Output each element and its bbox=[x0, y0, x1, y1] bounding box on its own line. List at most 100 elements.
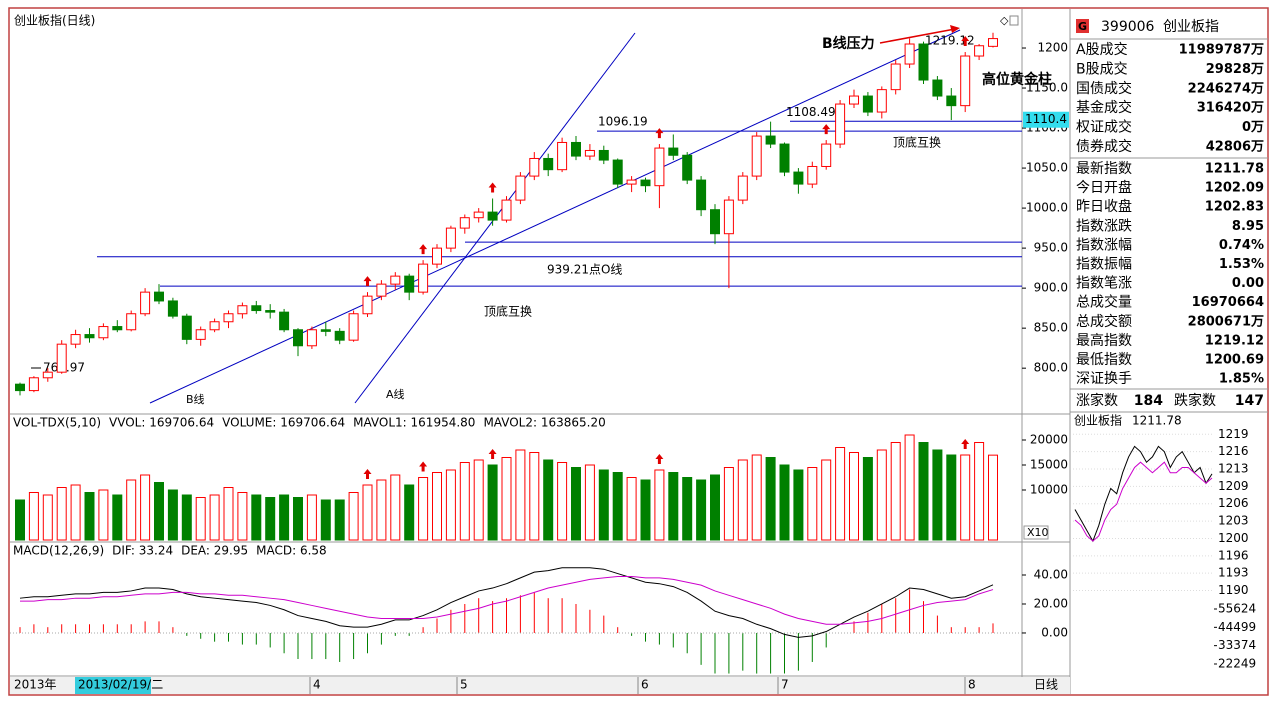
volume-bar bbox=[432, 472, 442, 541]
volume-bar bbox=[70, 484, 81, 541]
volume-bar bbox=[167, 489, 178, 541]
volume-bar bbox=[404, 484, 415, 541]
scale-label: X10 bbox=[1027, 526, 1049, 539]
row-value: 1202.83 bbox=[1205, 200, 1264, 215]
candle-body bbox=[42, 371, 53, 379]
volume-bar bbox=[376, 479, 387, 541]
candle-body bbox=[737, 175, 748, 201]
volume-bar bbox=[612, 472, 623, 541]
row-value: 1202.09 bbox=[1205, 181, 1264, 196]
volume-bar bbox=[209, 494, 220, 541]
candle-body bbox=[209, 321, 220, 331]
row-value: 2800671万 bbox=[1188, 314, 1264, 329]
candle-body bbox=[626, 179, 637, 185]
row-value: 42806万 bbox=[1206, 140, 1264, 155]
volume-bar bbox=[626, 477, 637, 541]
y-tick-label: 1193 bbox=[1218, 566, 1249, 580]
y-tick-label: 1213 bbox=[1218, 462, 1249, 476]
candle-body bbox=[445, 227, 456, 249]
candle-body bbox=[807, 165, 818, 185]
volume-bar bbox=[56, 487, 67, 541]
volume-bar bbox=[682, 477, 693, 541]
volume-bar bbox=[348, 492, 359, 541]
candle-body bbox=[890, 63, 901, 91]
volume-bar bbox=[140, 474, 151, 541]
candle-body bbox=[112, 326, 123, 331]
row-label: 指数笔涨 bbox=[1076, 276, 1132, 292]
annotation: A线 bbox=[386, 387, 405, 401]
y-tick-label: 1206 bbox=[1218, 496, 1249, 510]
indicator-label: DIF: 33.24 bbox=[112, 544, 173, 558]
volume-bar bbox=[390, 474, 401, 541]
icon[interactable] bbox=[1009, 15, 1019, 26]
volume-bar bbox=[334, 499, 345, 541]
volume-bar bbox=[306, 494, 317, 541]
row-label: 最新指数 bbox=[1076, 161, 1132, 177]
month-label: 6 bbox=[641, 678, 649, 692]
candle-body bbox=[334, 330, 345, 341]
y2-tick-label: 44499 bbox=[1218, 620, 1256, 634]
candle-body bbox=[293, 329, 303, 347]
candle-body bbox=[251, 305, 262, 312]
row-label: 国债成交 bbox=[1076, 80, 1132, 97]
volume-bar bbox=[112, 494, 123, 541]
candle-body bbox=[557, 141, 568, 171]
candle-body bbox=[612, 159, 623, 185]
candle-body bbox=[598, 149, 609, 161]
candle-body bbox=[70, 334, 81, 345]
candle-body bbox=[362, 295, 373, 315]
volume-bar bbox=[849, 452, 859, 541]
row-value: 1219.12 bbox=[1205, 333, 1264, 348]
row-label: 深证换手 bbox=[1076, 370, 1132, 387]
pressure-arrow bbox=[879, 28, 956, 44]
y2-tick-label: 33374 bbox=[1218, 638, 1256, 652]
candle-body bbox=[223, 313, 234, 323]
candle-body bbox=[988, 38, 998, 47]
volume-bar bbox=[765, 457, 776, 541]
y-tick-label: 0.00 bbox=[1041, 625, 1068, 639]
volume-bar bbox=[835, 447, 846, 541]
candle-body bbox=[265, 310, 276, 313]
candle-body bbox=[84, 334, 95, 339]
candle-body bbox=[849, 95, 859, 105]
volume-bar bbox=[807, 467, 818, 541]
volume-bar bbox=[126, 479, 137, 541]
volume-bar bbox=[459, 462, 470, 541]
candle-body bbox=[126, 313, 137, 331]
row-value: 0.00 bbox=[1232, 276, 1264, 291]
volume-bar bbox=[946, 454, 957, 541]
volume-bar bbox=[251, 494, 262, 541]
candle-body bbox=[154, 291, 164, 302]
y2-tick-label: 22249 bbox=[1218, 656, 1256, 670]
period-label[interactable]: 日线 bbox=[1034, 678, 1058, 692]
signal-arrow bbox=[961, 439, 970, 449]
candle-body bbox=[682, 154, 693, 181]
candle-body bbox=[960, 55, 971, 107]
cursor-date-box bbox=[75, 677, 151, 694]
volume-bar bbox=[473, 459, 484, 541]
volume-bar bbox=[543, 459, 554, 541]
candle-body bbox=[167, 300, 178, 317]
volume-bar bbox=[737, 459, 748, 541]
candle-body bbox=[98, 326, 109, 339]
candle-body bbox=[376, 283, 387, 297]
candle-body bbox=[473, 211, 484, 219]
chart-title: 创业板指(日线) bbox=[14, 13, 95, 28]
volume-bar bbox=[181, 494, 192, 541]
candle-body bbox=[946, 95, 957, 107]
icon[interactable]: ◇ bbox=[1000, 14, 1009, 27]
candle-body bbox=[668, 147, 679, 156]
volume-bar bbox=[918, 442, 929, 541]
candle-body bbox=[432, 247, 442, 265]
candle-body bbox=[876, 89, 887, 113]
signal-arrow bbox=[655, 454, 664, 464]
candle-body bbox=[904, 43, 915, 65]
candle-body bbox=[765, 135, 776, 145]
y-tick-label: 1209 bbox=[1218, 479, 1249, 493]
candle-body bbox=[821, 143, 832, 167]
indicator-label: DEA: 29.95 bbox=[181, 544, 248, 558]
candle-body bbox=[279, 311, 290, 331]
volume-bar bbox=[515, 449, 526, 541]
y-tick-label: 1216 bbox=[1218, 444, 1249, 458]
row-label: B股成交 bbox=[1076, 60, 1128, 77]
